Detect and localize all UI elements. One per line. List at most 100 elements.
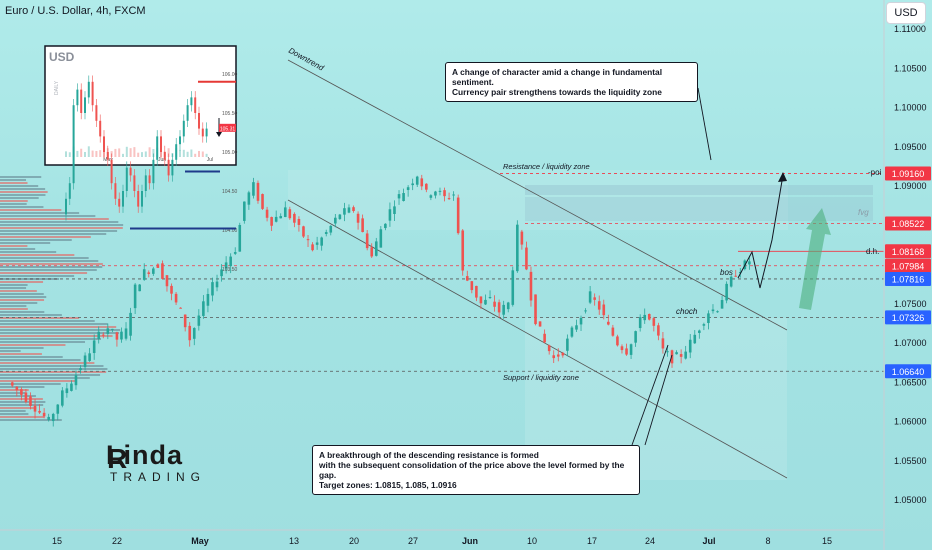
- candle-body: [179, 307, 182, 309]
- candle-body: [274, 216, 278, 222]
- inset-volume-bar: [167, 148, 170, 157]
- volume-profile-bar: [0, 299, 45, 301]
- candle-body: [552, 355, 556, 359]
- price-axis-tick: 1.09500: [894, 142, 927, 152]
- inset-volume-bar: [84, 151, 86, 157]
- volume-profile-bar: [0, 272, 88, 274]
- inset-candle-body: [106, 152, 109, 160]
- candle-body: [101, 334, 105, 336]
- candle-body: [638, 317, 642, 329]
- callout-fundamental: A change of character amid a change in f…: [445, 62, 698, 102]
- inset-volume-bar: [87, 146, 90, 157]
- volume-profile-bar: [0, 179, 27, 181]
- inset-candle-body: [114, 183, 117, 199]
- volume-profile-bar: [0, 353, 42, 355]
- candle-body: [165, 275, 169, 287]
- candle-body: [406, 187, 410, 191]
- volume-profile-bar: [0, 383, 61, 385]
- candle-body: [61, 390, 64, 406]
- volume-profile-bar: [0, 275, 75, 277]
- candle-body: [506, 302, 510, 310]
- volume-profile-bar: [0, 227, 123, 229]
- candle-body: [429, 195, 433, 198]
- inset-candle-body: [190, 97, 193, 106]
- candle-body: [575, 325, 578, 330]
- price-tag-label: 1.09160: [892, 169, 925, 179]
- inset-volume-bar: [76, 150, 79, 157]
- candle-body: [470, 281, 474, 291]
- inset-volume-bar: [179, 149, 181, 157]
- candle-body: [352, 207, 355, 212]
- currency-button[interactable]: USD: [886, 2, 926, 24]
- candle-body: [243, 201, 246, 221]
- volume-profile-bar: [0, 182, 28, 184]
- price-axis-tick: 1.10000: [894, 103, 927, 113]
- volume-profile-bar: [0, 416, 45, 418]
- volume-profile-bar: [0, 386, 45, 388]
- candle-body: [142, 269, 146, 280]
- volume-profile-bar: [0, 248, 36, 250]
- candle-body: [707, 313, 710, 324]
- volume-profile-bar: [0, 323, 108, 325]
- candle-body: [520, 231, 524, 245]
- inset-chart: USD DAILY 106.00 105.50 105.00 104.50 104.00 10…: [44, 45, 238, 273]
- candle-body: [188, 325, 192, 341]
- inset-candle-body: [194, 97, 197, 113]
- logo-name: Linda: [106, 440, 183, 470]
- candle-body: [233, 252, 237, 254]
- bos-label: bos: [720, 268, 733, 277]
- candle-body: [283, 207, 287, 217]
- price-tag-label: 1.07816: [892, 274, 925, 284]
- price-axis-tick: 1.06500: [894, 377, 927, 387]
- inset-volume-bar: [160, 151, 162, 157]
- choch-label: choch: [676, 307, 698, 316]
- price-tag-label: 1.07984: [892, 261, 925, 271]
- candle-body: [256, 182, 260, 201]
- price-axis-tick: 1.11000: [894, 24, 926, 34]
- candle-body: [124, 328, 128, 339]
- volume-profile-bar: [0, 341, 86, 343]
- callout-line: A breakthrough of the descending resista…: [319, 450, 539, 460]
- candle-body: [675, 352, 678, 355]
- inset-volume-bar: [144, 151, 147, 157]
- inset-volume-bar: [152, 149, 155, 157]
- candle-body: [716, 311, 719, 313]
- volume-profile-bar: [0, 356, 63, 358]
- candle-body: [206, 293, 210, 306]
- candle-body: [607, 321, 610, 325]
- candle-body: [183, 314, 187, 328]
- volume-profile-bar: [0, 236, 91, 238]
- inset-volume-bar: [110, 151, 113, 157]
- volume-profile-bar: [0, 296, 47, 298]
- volume-profile-bar: [0, 254, 75, 256]
- support-label: Support / liquidity zone: [503, 373, 579, 382]
- inset-candle-body: [72, 105, 75, 184]
- candle-body: [629, 344, 633, 355]
- volume-profile-bar: [0, 242, 51, 244]
- inset-volume-bar: [106, 148, 109, 157]
- inset-candle-body: [65, 198, 67, 215]
- volume-profile-bar: [0, 413, 29, 415]
- volume-profile-bar: [0, 278, 60, 280]
- candle-body: [720, 300, 724, 309]
- candle-body: [579, 317, 583, 325]
- inset-volume-bar: [68, 152, 71, 157]
- candle-body: [152, 268, 155, 274]
- resistance-label: Resistance / liquidity zone: [503, 162, 590, 171]
- inset-candle-body: [156, 136, 159, 160]
- candle-body: [320, 237, 323, 246]
- inset-price-tick: 104.50: [222, 189, 238, 195]
- candle-body: [434, 191, 437, 196]
- volume-profile-bar: [0, 284, 28, 286]
- candle-body: [556, 354, 560, 357]
- volume-profile-bar: [0, 185, 39, 187]
- volume-profile-bar: [0, 392, 26, 394]
- candle-body: [361, 218, 364, 233]
- candle-body: [393, 206, 396, 214]
- candle-body: [397, 194, 401, 199]
- inset-candle-body: [144, 175, 147, 191]
- time-axis-tick: 13: [289, 536, 299, 546]
- candle-body: [156, 264, 160, 268]
